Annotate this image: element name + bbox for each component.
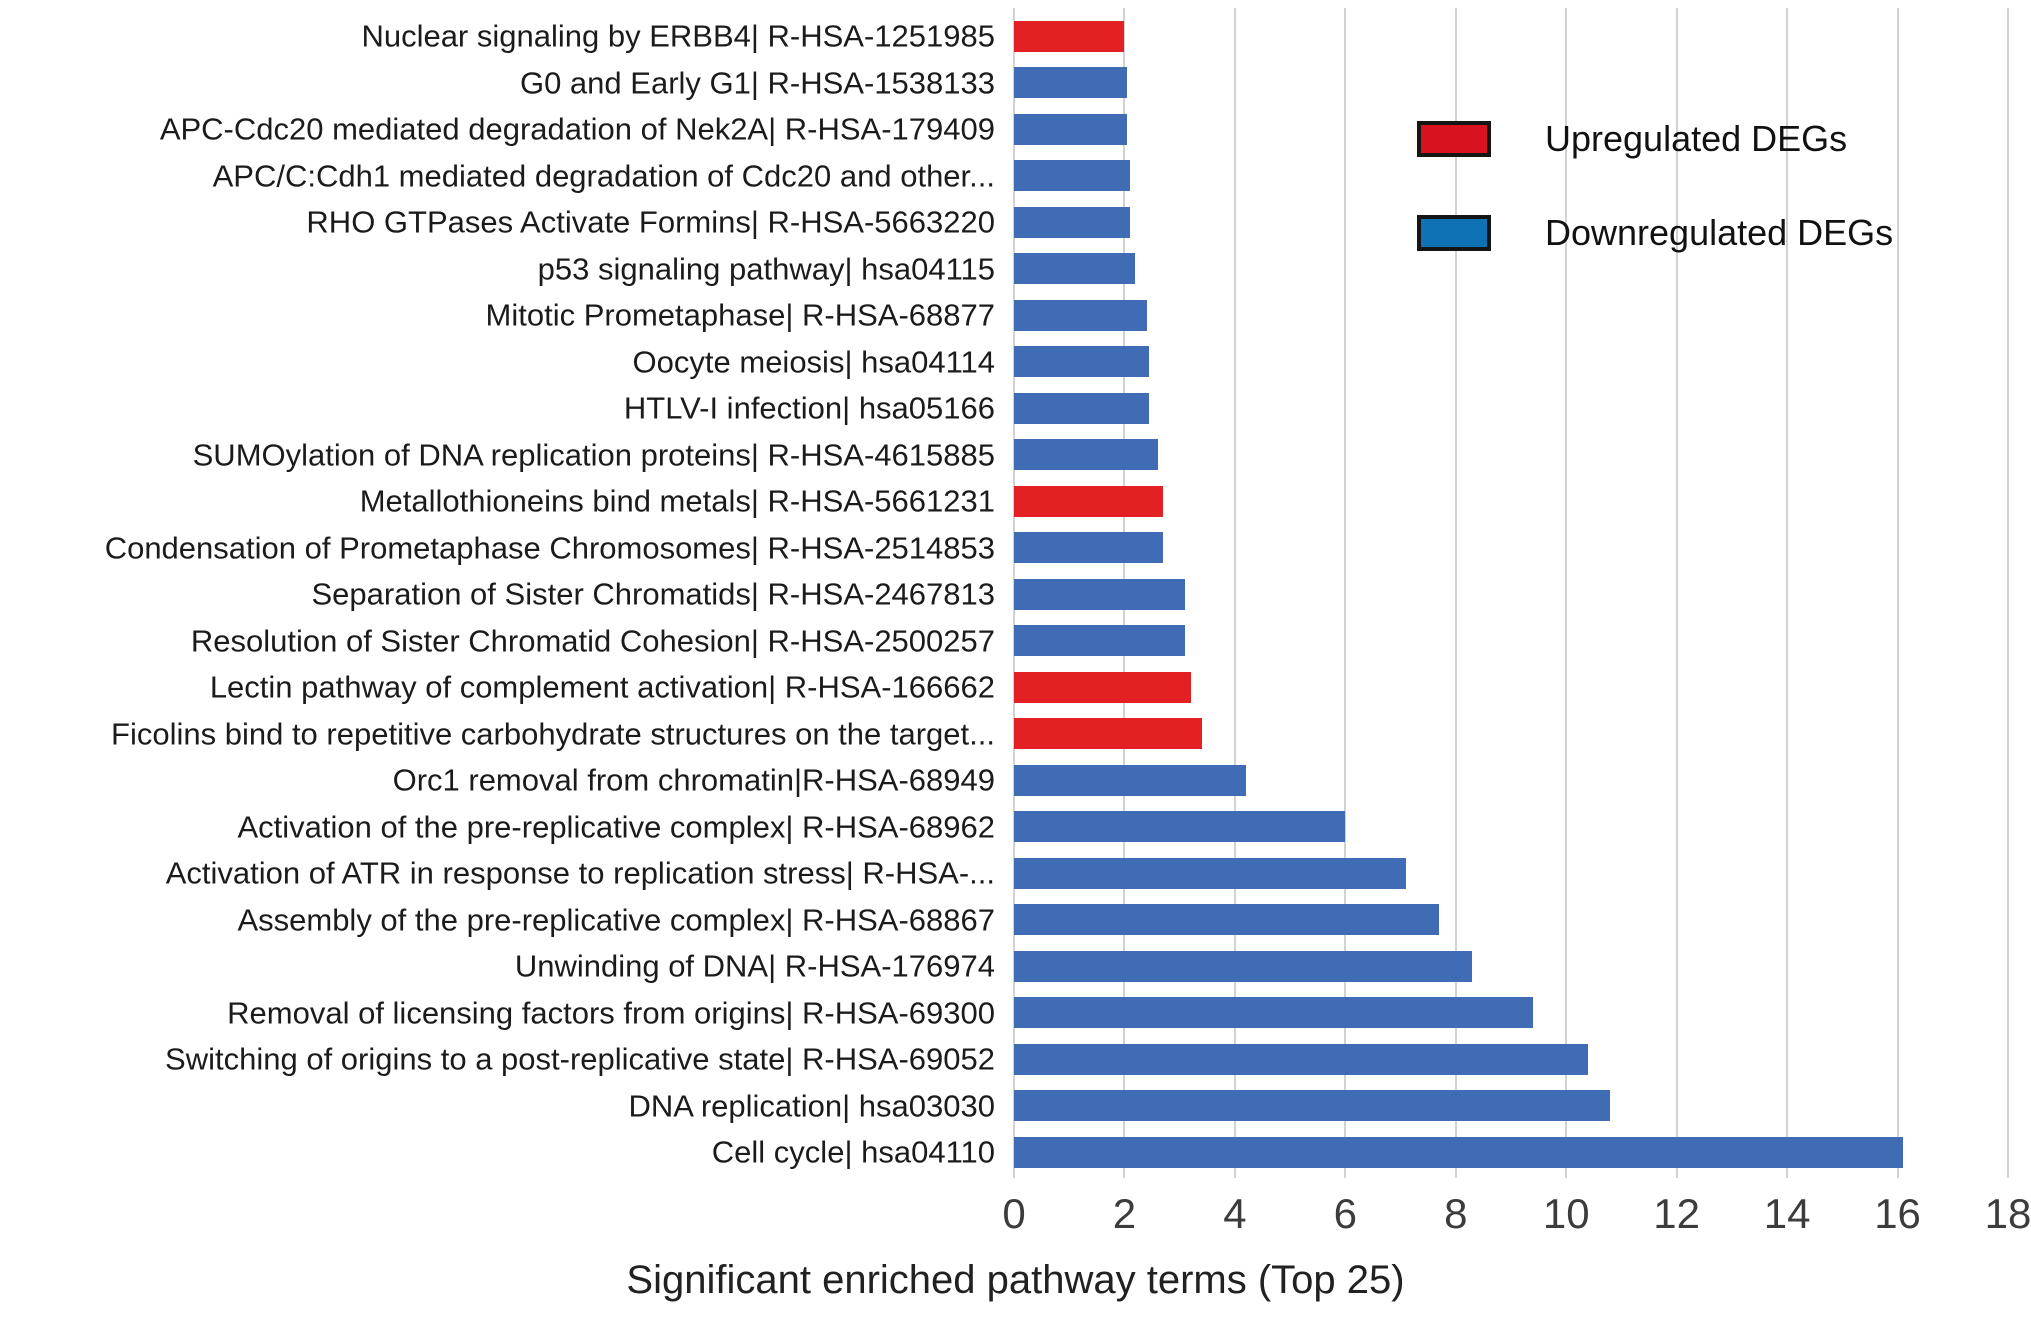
gridline-x-14 [1786,8,1789,1178]
bar-downregulated [1014,1090,1611,1121]
bar-downregulated [1014,950,1473,982]
bar-downregulated [1014,625,1186,656]
bar-downregulated [1014,299,1147,331]
bar-label: Nuclear signaling by ERBB4| R-HSA-125198… [361,18,995,54]
bar-downregulated [1014,392,1150,424]
legend-label-upregulated: Upregulated DEGs [1545,118,1848,159]
bar-downregulated [1014,346,1150,377]
bar-label: Cell cycle| hsa04110 [711,1134,995,1170]
gridline-x-8 [1454,8,1457,1178]
gridline-x-18 [2007,8,2009,1178]
x-tick-label-4: 4 [1223,1190,1247,1237]
gridline-x-16 [1896,8,1899,1178]
bar-label: APC/C:Cdh1 mediated degradation of Cdc20… [212,158,995,193]
y-axis-labels: Nuclear signaling by ERBB4| R-HSA-125198… [0,8,1004,1168]
bar-label: SUMOylation of DNA replication proteins|… [192,437,995,472]
x-tick-label-18: 18 [1984,1190,2031,1237]
bar-label: G0 and Early G1| R-HSA-1538133 [519,65,995,100]
bar-label: Mitotic Prometaphase| R-HSA-68877 [485,297,995,333]
x-tick-label-12: 12 [1653,1190,1701,1237]
bar-label: Metallothioneins bind metals| R-HSA-5661… [359,483,995,519]
x-axis-title: Significant enriched pathway terms (Top … [626,1258,1405,1302]
bar-label: RHO GTPases Activate Formins| R-HSA-5663… [306,204,995,240]
x-axis-tick-labels: 0 2 4 6 8 10 12 14 16 18 [1002,1190,2031,1242]
gridline-x-12 [1675,8,1678,1178]
bar-label: Lectin pathway of complement activation|… [209,669,995,705]
bar-upregulated [1014,671,1191,703]
bar-downregulated [1014,160,1130,191]
bar-downregulated [1014,764,1246,796]
bar-label: Unwinding of DNA| R-HSA-176974 [514,948,995,984]
x-tick-label-8: 8 [1444,1190,1468,1237]
bar-downregulated [1014,532,1164,563]
bar-downregulated [1014,811,1346,842]
bar-upregulated [1014,485,1164,517]
x-tick-label-10: 10 [1542,1190,1590,1237]
bar-label: Resolution of Sister Chromatid Cohesion|… [190,623,995,658]
bar-label: Ficolins bind to repetitive carbohydrate… [111,716,995,751]
bar-label: Assembly of the pre-replicative complex|… [237,902,995,937]
bar-downregulated [1014,997,1534,1028]
bar-label: APC-Cdc20 mediated degradation of Nek2A|… [159,111,995,147]
bar-label: Switching of origins to a post-replicati… [165,1041,995,1077]
bar-downregulated [1014,67,1128,98]
bar-downregulated [1014,904,1440,935]
legend-item-upregulated: Upregulated DEGs [1417,118,1847,160]
bar-label: Removal of licensing factors from origin… [227,995,995,1030]
bar-upregulated [1014,20,1125,52]
bar-downregulated [1014,113,1128,145]
gridline-x-10 [1565,8,1568,1178]
x-tick-label-14: 14 [1763,1190,1811,1237]
plot-area [1013,8,2009,1178]
bar-downregulated [1014,1043,1589,1075]
bar-label: HTLV-I infection| hsa05166 [623,390,995,426]
bar-label: Condensation of Prometaphase Chromosomes… [104,530,995,565]
bar-downregulated [1014,439,1158,470]
bar-label: Orc1 removal from chromatin|R-HSA-68949 [392,762,995,798]
x-tick-label-16: 16 [1874,1190,1921,1237]
bar-upregulated [1014,718,1202,749]
bar-label: p53 signaling pathway| hsa04115 [537,251,995,286]
bar-label: Oocyte meiosis| hsa04114 [632,344,995,379]
bar-label: Activation of ATR in response to replica… [165,855,995,891]
bar-downregulated [1014,857,1407,889]
bar-downregulated [1014,1136,1904,1168]
x-tick-label-6: 6 [1333,1190,1358,1237]
bar-downregulated [1014,253,1136,284]
legend-swatch-downregulated-icon [1417,215,1491,251]
x-tick-label-0: 0 [1002,1190,1026,1237]
legend-item-downregulated: Downregulated DEGs [1417,212,1893,254]
gridline-x-4 [1233,8,1236,1178]
bar-downregulated [1014,206,1130,238]
bar-label: Separation of Sister Chromatids| R-HSA-2… [311,576,996,612]
bar-label: DNA replication| hsa03030 [628,1088,995,1123]
bar-label: Activation of the pre-replicative comple… [237,809,995,844]
legend-label-downregulated: Downregulated DEGs [1545,212,1894,253]
gridline-x-6 [1344,8,1347,1178]
legend-swatch-upregulated-icon [1417,121,1491,157]
x-tick-label-2: 2 [1112,1190,1137,1237]
bar-downregulated [1014,578,1186,610]
